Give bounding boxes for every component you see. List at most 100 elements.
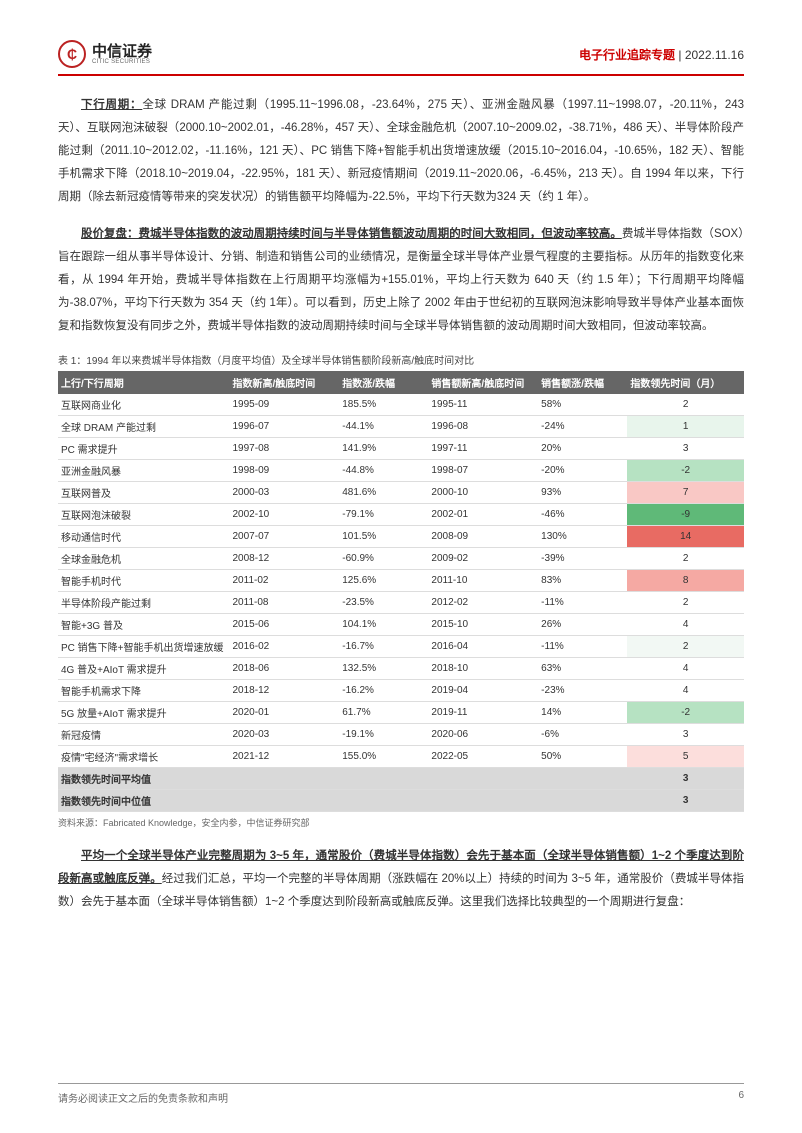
footer-page-no: 6 xyxy=(738,1090,744,1105)
doc-date: 2022.11.16 xyxy=(685,48,744,62)
table-cell: 1998-07 xyxy=(428,459,538,481)
table-cell: 半导体阶段产能过剩 xyxy=(58,591,230,613)
table-cell: 50% xyxy=(538,745,627,767)
table-cell: 2019-04 xyxy=(428,679,538,701)
table-cell: -2 xyxy=(627,701,744,723)
table-cell: 4G 普及+AIoT 需求提升 xyxy=(58,657,230,679)
table-cell: 全球 DRAM 产能过剩 xyxy=(58,415,230,437)
table-cell: -19.1% xyxy=(339,723,428,745)
table-cell: 3 xyxy=(627,723,744,745)
table-cell: 5G 放量+AIoT 需求提升 xyxy=(58,701,230,723)
table-cell: 93% xyxy=(538,481,627,503)
table-row: PC 销售下降+智能手机出货增速放缓2016-02-16.7%2016-04-1… xyxy=(58,635,744,657)
table-cell: 1 xyxy=(627,415,744,437)
table-header: 指数涨/跌幅 xyxy=(339,371,428,394)
table-cell: 亚洲金融风暴 xyxy=(58,459,230,481)
table-cell: -60.9% xyxy=(339,547,428,569)
doc-title-line: 电子行业追踪专题 | 2022.11.16 xyxy=(579,46,744,63)
table-cell: 智能手机时代 xyxy=(58,569,230,591)
table-caption: 表 1：1994 年以来费城半导体指数（月度平均值）及全球半导体销售额阶段新高/… xyxy=(58,352,744,367)
table-cell: -6% xyxy=(538,723,627,745)
table-cell: 2 xyxy=(627,591,744,613)
brand-name-en: CITIC SECURITIES xyxy=(92,59,152,65)
table-cell: 14% xyxy=(538,701,627,723)
table-cell: 2016-04 xyxy=(428,635,538,657)
table-cell: 58% xyxy=(538,394,627,416)
table-cell: 2015-06 xyxy=(230,613,340,635)
table-summary-row: 指数领先时间平均值3 xyxy=(58,767,744,789)
doc-title: 电子行业追踪专题 xyxy=(579,48,675,62)
table-row: 半导体阶段产能过剩2011-08-23.5%2012-02-11%2 xyxy=(58,591,744,613)
table-cell: 新冠疫情 xyxy=(58,723,230,745)
table-cell: 7 xyxy=(627,481,744,503)
table-cell: 2007-07 xyxy=(230,525,340,547)
table-source: 资料来源：Fabricated Knowledge，安全内参，中信证券研究部 xyxy=(58,816,744,829)
table-cell: 26% xyxy=(538,613,627,635)
table-cell: 4 xyxy=(627,657,744,679)
table-cell: -23% xyxy=(538,679,627,701)
table-cell: 互联网商业化 xyxy=(58,394,230,416)
table-row: PC 需求提升1997-08141.9%1997-1120%3 xyxy=(58,437,744,459)
summary-label: 指数领先时间中位值 xyxy=(58,789,627,811)
table-cell: 2020-06 xyxy=(428,723,538,745)
table-summary-row: 指数领先时间中位值3 xyxy=(58,789,744,811)
table-cell: PC 销售下降+智能手机出货增速放缓 xyxy=(58,635,230,657)
table-cell: 2008-09 xyxy=(428,525,538,547)
table-cell: 5 xyxy=(627,745,744,767)
p2-lead: 股价复盘：费城半导体指数的波动周期持续时间与半导体销售额波动周期的时间大致相同，… xyxy=(81,228,622,240)
p1-lead: 下行周期： xyxy=(81,99,142,111)
table-cell: -16.7% xyxy=(339,635,428,657)
table-cell: 2018-12 xyxy=(230,679,340,701)
table-cell: 2018-10 xyxy=(428,657,538,679)
table-cell: -44.8% xyxy=(339,459,428,481)
p1-body: 全球 DRAM 产能过剩（1995.11~1996.08，-23.64%，275… xyxy=(58,99,744,203)
table-cell: 125.6% xyxy=(339,569,428,591)
table-cell: 2002-01 xyxy=(428,503,538,525)
table-row: 4G 普及+AIoT 需求提升2018-06132.5%2018-1063%4 xyxy=(58,657,744,679)
paragraph-2: 股价复盘：费城半导体指数的波动周期持续时间与半导体销售额波动周期的时间大致相同，… xyxy=(58,223,744,338)
table-row: 互联网普及2000-03481.6%2000-1093%7 xyxy=(58,481,744,503)
table-row: 亚洲金融风暴1998-09-44.8%1998-07-20%-2 xyxy=(58,459,744,481)
table-row: 智能手机时代2011-02125.6%2011-1083%8 xyxy=(58,569,744,591)
paragraph-3: 平均一个全球半导体产业完整周期为 3~5 年，通常股价（费城半导体指数）会先于基… xyxy=(58,845,744,914)
table-cell: 2011-02 xyxy=(230,569,340,591)
table-row: 智能+3G 普及2015-06104.1%2015-1026%4 xyxy=(58,613,744,635)
table-cell: 1997-11 xyxy=(428,437,538,459)
table-cell: 全球金融危机 xyxy=(58,547,230,569)
table-cell: 2019-11 xyxy=(428,701,538,723)
table-cell: 2020-01 xyxy=(230,701,340,723)
table-cell: 1995-09 xyxy=(230,394,340,416)
table-cell: 智能+3G 普及 xyxy=(58,613,230,635)
brand-logo: ₵ 中信证券 CITIC SECURITIES xyxy=(58,40,152,68)
table-cell: -24% xyxy=(538,415,627,437)
logo-icon: ₵ xyxy=(58,40,86,68)
table-cell: 2000-10 xyxy=(428,481,538,503)
table-header: 销售额新高/触底时间 xyxy=(428,371,538,394)
table-cell: -11% xyxy=(538,591,627,613)
p2-body: 费城半导体指数（SOX）旨在跟踪一组从事半导体设计、分销、制造和销售公司的业绩情… xyxy=(58,228,744,332)
table-cell: -2 xyxy=(627,459,744,481)
table-header: 销售额涨/跌幅 xyxy=(538,371,627,394)
table-cell: -79.1% xyxy=(339,503,428,525)
table-cell: 101.5% xyxy=(339,525,428,547)
table-row: 智能手机需求下降2018-12-16.2%2019-04-23%4 xyxy=(58,679,744,701)
table-cell: 132.5% xyxy=(339,657,428,679)
table-cell: -11% xyxy=(538,635,627,657)
table-cell: 130% xyxy=(538,525,627,547)
table-cell: 3 xyxy=(627,437,744,459)
table-cell: 2021-12 xyxy=(230,745,340,767)
table-cell: 2016-02 xyxy=(230,635,340,657)
footer-disclaimer: 请务必阅读正文之后的免责条款和声明 xyxy=(58,1090,228,1105)
table-cell: 4 xyxy=(627,679,744,701)
table-cell: 2011-08 xyxy=(230,591,340,613)
table-cell: -16.2% xyxy=(339,679,428,701)
table-cell: 互联网普及 xyxy=(58,481,230,503)
table-cell: 20% xyxy=(538,437,627,459)
table-row: 全球金融危机2008-12-60.9%2009-02-39%2 xyxy=(58,547,744,569)
table-cell: 互联网泡沫破裂 xyxy=(58,503,230,525)
table-cell: 4 xyxy=(627,613,744,635)
table-cell: 1996-08 xyxy=(428,415,538,437)
table-cell: 61.7% xyxy=(339,701,428,723)
table-row: 互联网泡沫破裂2002-10-79.1%2002-01-46%-9 xyxy=(58,503,744,525)
table-row: 5G 放量+AIoT 需求提升2020-0161.7%2019-1114%-2 xyxy=(58,701,744,723)
